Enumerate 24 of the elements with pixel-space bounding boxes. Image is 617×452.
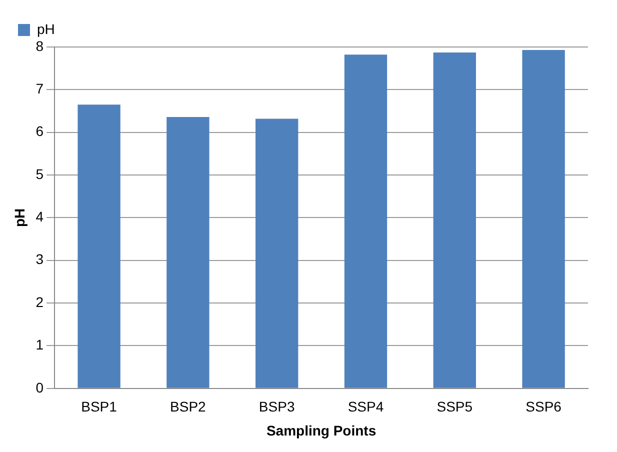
x-tick-label: SSP5 — [436, 398, 473, 415]
bar — [433, 52, 476, 388]
y-tick-label: 0 — [36, 379, 44, 396]
y-tick-label: 6 — [36, 123, 44, 140]
bar — [256, 118, 298, 388]
bar — [166, 116, 210, 388]
x-tick-label: SSP4 — [348, 398, 384, 415]
y-tick-label: 7 — [36, 80, 44, 97]
y-axis-title: pH — [11, 208, 28, 228]
x-tick-label: BSP1 — [81, 398, 118, 415]
x-tick-label: SSP6 — [526, 398, 562, 415]
legend-label: pH — [37, 20, 55, 37]
x-tick-label: BSP2 — [170, 398, 206, 415]
y-tick-label: 1 — [36, 336, 44, 353]
y-tick-label: 8 — [36, 38, 44, 54]
x-axis-title: Sampling Points — [266, 422, 376, 438]
y-tick-label: 4 — [36, 208, 44, 225]
bar — [78, 104, 120, 388]
y-tick-label: 2 — [36, 294, 44, 310]
x-tick-label: BSP3 — [258, 398, 295, 415]
y-tick-label: 3 — [36, 251, 44, 268]
bar — [522, 50, 565, 388]
y-tick-label: 5 — [36, 166, 44, 182]
bar — [344, 54, 388, 388]
